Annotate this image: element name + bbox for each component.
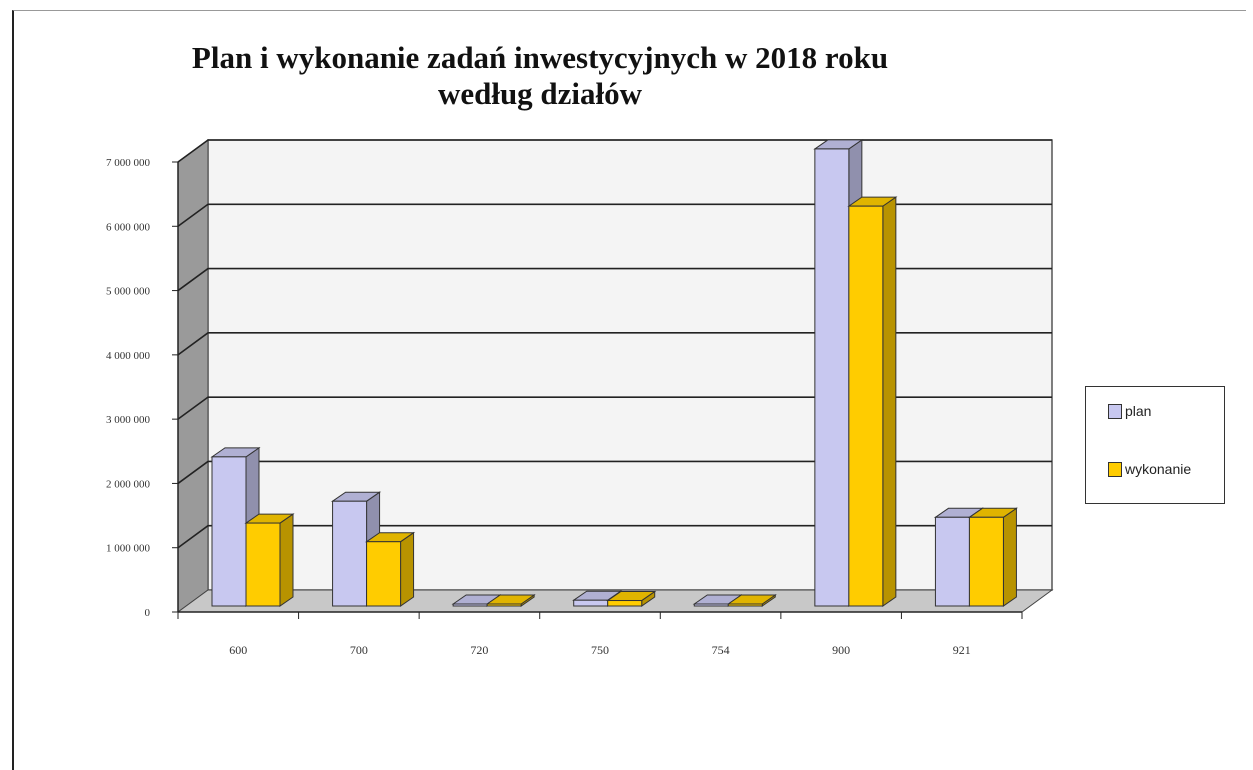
legend-swatch-plan: [1108, 403, 1122, 419]
gridline: [177, 267, 1052, 292]
y-tick-label: 3 000 000: [106, 414, 151, 426]
bar-wykonanie-600-side: [279, 513, 294, 607]
bar-wykonanie-700-side: [400, 531, 415, 607]
gridline: [177, 396, 1052, 420]
legend-entry-wykonanie: wykonanie: [1108, 461, 1191, 477]
legend-label-wykonanie: wykonanie: [1125, 461, 1192, 477]
bar-wykonanie-921-side: [1002, 507, 1017, 607]
bar-plan-700: [332, 500, 368, 607]
chart-title-line-1: Plan i wykonanie zadań inwestycyjnych w …: [191, 40, 889, 75]
bar-plan-750: [573, 599, 609, 607]
x-tick-label: 700: [350, 643, 368, 657]
bar-plan-600: [211, 456, 247, 607]
bar-wykonanie-600: [245, 522, 281, 607]
bar-wykonanie-750: [607, 600, 643, 607]
chart-legend: plan wykonanie: [1085, 386, 1225, 504]
chart-frame: [12, 10, 1246, 770]
chart-title-line-2: według działów: [437, 76, 643, 111]
x-tick-label: 900: [832, 643, 850, 657]
x-tick-label: 754: [712, 643, 730, 657]
gridline: [177, 203, 1052, 227]
bar-plan-900: [814, 148, 850, 607]
legend-label-plan: plan: [1125, 403, 1152, 419]
bar-plan-720: [452, 603, 488, 607]
gridline: [177, 524, 1052, 549]
chart-side-wall: [177, 139, 209, 613]
bar-wykonanie-700: [366, 541, 402, 607]
gridline: [177, 332, 1052, 356]
y-tick-label: 1 000 000: [106, 543, 151, 555]
chart-title: Plan i wykonanie zadań inwestycyjnych w …: [170, 40, 910, 112]
y-tick-label: 5 000 000: [106, 286, 151, 298]
legend-swatch-wykonanie: [1108, 461, 1122, 477]
bar-wykonanie-754: [727, 603, 763, 607]
bar-wykonanie-720: [486, 603, 522, 607]
gridline: [177, 460, 1052, 485]
gridline: [177, 139, 1052, 163]
y-tick-label: 7 000 000: [106, 157, 151, 169]
x-tick-label: 921: [953, 643, 971, 657]
y-tick-label: 0: [145, 607, 151, 619]
x-tick-label: 720: [470, 643, 488, 657]
x-tick-label: 750: [591, 643, 609, 657]
bar-wykonanie-900-side: [882, 196, 897, 607]
y-tick-label: 2 000 000: [106, 478, 151, 490]
bar-plan-921: [934, 516, 970, 607]
legend-entry-plan: plan: [1108, 403, 1151, 419]
bar-wykonanie-921: [968, 516, 1004, 607]
bar-wykonanie-900: [848, 205, 884, 607]
bar-plan-754: [693, 603, 729, 607]
y-tick-label: 4 000 000: [106, 350, 151, 362]
y-tick-label: 6 000 000: [106, 221, 151, 233]
x-tick-label: 600: [229, 643, 247, 657]
